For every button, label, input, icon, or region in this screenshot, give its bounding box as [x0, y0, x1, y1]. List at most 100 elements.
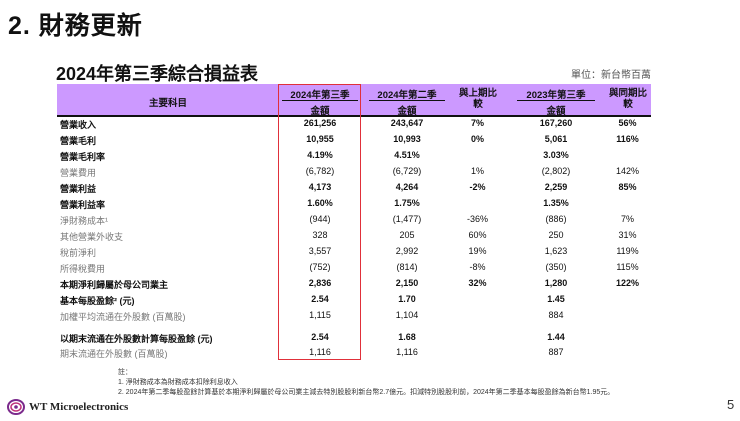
table-row: 加權平均流通在外股數 (百萬股) 1,115 1,104 884: [57, 308, 651, 324]
cell-c4: 3.03%: [543, 150, 569, 160]
row-label: 期末流通在外股數 (百萬股): [60, 349, 168, 359]
header-col3: 與上期比較: [458, 88, 497, 110]
cell-c1: 3,557: [308, 246, 332, 256]
cell-c3: 32%: [468, 278, 487, 288]
table-row: 營業費用 (6,782) (6,729) 1% (2,802) 142%: [57, 164, 651, 180]
header-col2: 2024年第二季: [377, 90, 437, 101]
highlight-box: [278, 84, 361, 360]
cell-c2: 2,150: [395, 278, 419, 288]
cell-c4: 884: [548, 310, 564, 320]
cell-c1: (752): [309, 262, 331, 272]
table-row: 以期末流通在外股數計算每股盈餘 (元) 2.54 1.68 1.44: [57, 330, 651, 346]
row-label: 基本每股盈餘² (元): [60, 296, 135, 306]
cell-c2: 10,993: [393, 134, 421, 144]
cell-c3: 7%: [470, 118, 484, 128]
statement-title: 2024年第三季綜合損益表: [56, 64, 259, 84]
table-row: 營業利益率 1.60% 1.75% 1.35%: [57, 196, 651, 212]
header-col5: 與同期比較: [608, 88, 647, 110]
cell-c2: 4,264: [395, 182, 419, 192]
cell-c4: 1,623: [544, 246, 568, 256]
logo-icon: [7, 399, 25, 415]
cell-c1: 1,116: [309, 347, 331, 357]
cell-c4: 887: [548, 347, 564, 357]
cell-c4: 1,280: [544, 278, 568, 288]
cell-c4: 5,061: [544, 134, 568, 144]
cell-c4: 1.35%: [543, 198, 569, 208]
cell-c5: 119%: [616, 246, 639, 256]
row-label: 以期末流通在外股數計算每股盈餘 (元): [60, 334, 213, 344]
header-item: 主要科目: [148, 98, 187, 109]
cell-c1: (944): [309, 214, 331, 224]
cell-c5: 116%: [616, 134, 639, 144]
cell-c3: -2%: [469, 182, 486, 192]
cell-c3: 19%: [468, 246, 487, 256]
cell-c2: 2,992: [395, 246, 419, 256]
row-label: 所得稅費用: [60, 264, 106, 274]
table-row: 所得稅費用 (752) (814) -8% (350) 115%: [57, 260, 651, 276]
cell-c1: 4,173: [308, 182, 332, 192]
table-row: 營業利益 4,173 4,264 -2% 2,259 85%: [57, 180, 651, 196]
cell-c5: 85%: [618, 182, 637, 192]
cell-c3: 0%: [470, 134, 484, 144]
cell-c2: 1,116: [396, 347, 418, 357]
cell-c2: 1.68: [398, 332, 416, 342]
cell-c4: 250: [548, 230, 564, 240]
row-label: 加權平均流通在外股數 (百萬股): [60, 312, 186, 322]
cell-c5: 142%: [615, 166, 640, 176]
cell-c1: 4.19%: [307, 150, 333, 160]
note-2: 2. 2024年第二季每股盈餘計算基於本期淨利歸屬於母公司業主減去特別股股利新台…: [118, 389, 615, 396]
header-col1: 2024年第三季: [290, 90, 350, 101]
table-row: 營業毛利率 4.19% 4.51% 3.03%: [57, 148, 651, 164]
cell-c1: 2,836: [308, 278, 332, 288]
header-col4-amount: 金額: [546, 106, 566, 117]
table-row: 稅前淨利 3,557 2,992 19% 1,623 119%: [57, 244, 651, 260]
cell-c5: 31%: [618, 230, 637, 240]
cell-c2: 1.75%: [394, 198, 420, 208]
cell-c4: 1.45: [547, 294, 565, 304]
table-row: 本期淨利歸屬於母公司業主 2,836 2,150 32% 1,280 122%: [57, 276, 651, 292]
row-label: 淨財務成本¹: [60, 216, 108, 226]
cell-c2: 4.51%: [394, 150, 420, 160]
cell-c1: 1,115: [309, 310, 331, 320]
cell-c2: (1,477): [392, 214, 422, 224]
cell-c4: 2,259: [544, 182, 568, 192]
cell-c4: (2,802): [541, 166, 571, 176]
row-label: 稅前淨利: [60, 248, 97, 258]
header-col2-amount: 金額: [397, 106, 417, 117]
cell-c5: 56%: [618, 118, 637, 128]
row-label: 營業收入: [60, 120, 97, 130]
cell-c2: (814): [396, 262, 418, 272]
cell-c4: 167,260: [539, 118, 573, 128]
table-row: 營業毛利 10,955 10,993 0% 5,061 116%: [57, 132, 651, 148]
cell-c1: 10,955: [306, 134, 334, 144]
notes-heading: 註：: [118, 369, 132, 376]
row-label: 營業毛利: [60, 136, 97, 146]
cell-c2: 1,104: [395, 310, 419, 320]
table-row: 營業收入 261,256 243,647 7% 167,260 56%: [57, 116, 651, 132]
page-number: 5: [727, 397, 735, 412]
row-label: 營業利益: [60, 184, 97, 194]
header-col4: 2023年第三季: [526, 90, 586, 101]
cell-c3: 1%: [470, 166, 484, 176]
cell-c4: (350): [545, 262, 567, 272]
cell-c5: 122%: [615, 278, 640, 288]
cell-c2: 1.70: [398, 294, 416, 304]
cell-c4: 1.44: [547, 332, 565, 342]
table-header: 主要科目 2024年第三季 金額 2024年第二季 金額 與上期比較 2023年…: [57, 84, 651, 117]
header-col1-amount: 金額: [310, 106, 330, 117]
cell-c1: (6,782): [305, 166, 335, 176]
company-logo: WT Microelectronics: [6, 398, 128, 416]
cell-c1: 2.54: [311, 294, 329, 304]
cell-c3: -8%: [469, 262, 486, 272]
cell-c5: 115%: [616, 262, 639, 272]
cell-c2: 243,647: [390, 118, 424, 128]
cell-c3: -36%: [466, 214, 488, 224]
cell-c5: 7%: [620, 214, 634, 224]
cell-c1: 2.54: [311, 332, 329, 342]
cell-c4: (886): [545, 214, 567, 224]
cell-c1: 328: [312, 230, 328, 240]
cell-c1: 1.60%: [307, 198, 333, 208]
table-row: 其他營業外收支 328 205 60% 250 31%: [57, 228, 651, 244]
cell-c3: 60%: [468, 230, 487, 240]
cell-c1: 261,256: [303, 118, 337, 128]
